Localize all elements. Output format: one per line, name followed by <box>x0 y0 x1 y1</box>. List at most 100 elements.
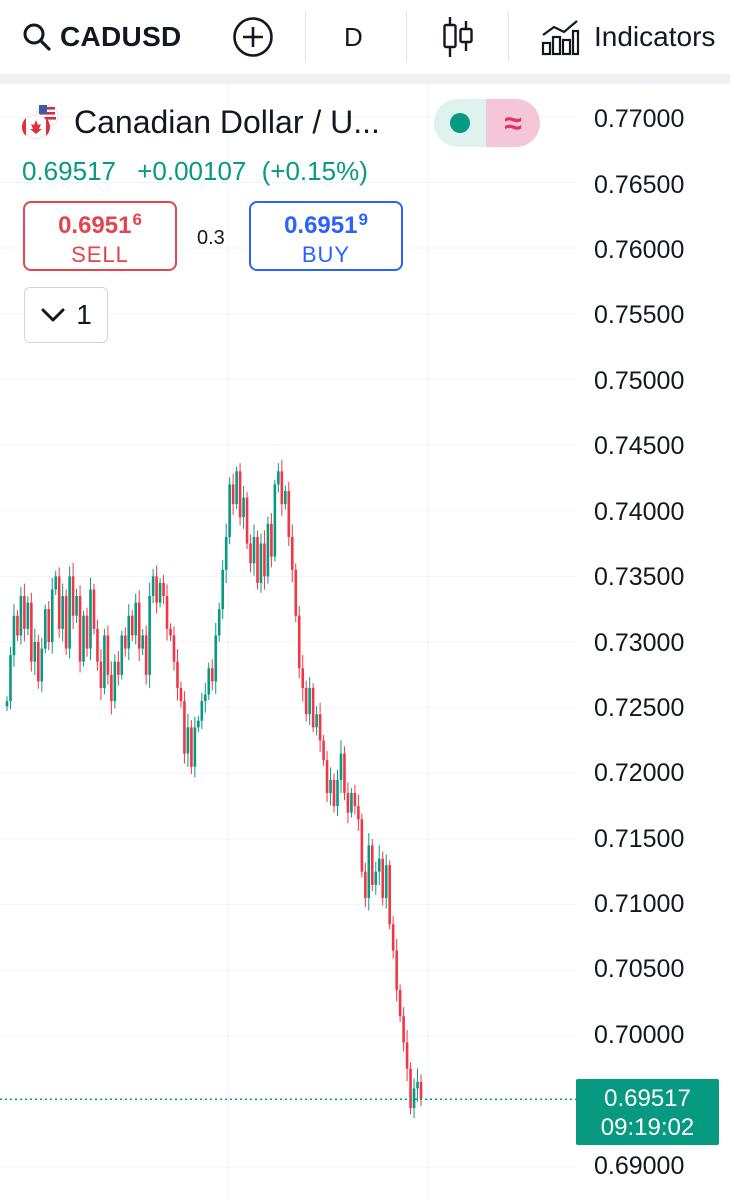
buy-price-pip: 9 <box>358 210 368 229</box>
compare-add-button[interactable] <box>232 0 274 74</box>
candle-down <box>99 661 103 688</box>
interval-button[interactable]: D <box>344 21 363 52</box>
candle-up <box>416 1081 419 1089</box>
legend-collapse-button[interactable]: 1 <box>24 287 108 343</box>
price-scale-label: 0.72500 <box>594 694 685 722</box>
candle-up <box>259 543 263 583</box>
price-scale-label: 0.73500 <box>594 563 685 591</box>
candle-down <box>245 497 249 544</box>
candle-down <box>270 523 273 557</box>
candle-up <box>207 668 211 695</box>
candle-up <box>148 596 151 675</box>
candle-down <box>398 989 402 1017</box>
candle-down <box>165 596 169 629</box>
candle-down <box>357 806 360 820</box>
price-change-percent: (+0.15%) <box>261 156 368 186</box>
candle-up <box>134 602 138 636</box>
candle-down <box>391 924 395 951</box>
candle-up <box>315 714 318 728</box>
candle-down <box>123 635 127 649</box>
candle-down <box>96 628 99 662</box>
candle-down <box>405 1042 409 1069</box>
sell-price-pip: 6 <box>132 210 142 229</box>
candle-down <box>249 543 252 564</box>
candle-up <box>200 701 204 721</box>
candle-down <box>130 615 134 636</box>
buy-price: 0.69519 <box>251 210 401 240</box>
symbol-label: CADUSD <box>60 21 182 52</box>
price-scale-label: 0.77000 <box>594 105 685 133</box>
candle-down <box>238 471 242 518</box>
indicators-label: Indicators <box>594 21 716 52</box>
grid-lines <box>0 84 576 1200</box>
candle-up <box>127 615 131 649</box>
price-scale-label: 0.76500 <box>594 171 685 199</box>
candle-down <box>304 687 308 715</box>
toolbar-divider <box>406 12 407 62</box>
candle-up <box>113 661 117 702</box>
candle-down <box>402 1016 405 1043</box>
price-scale-label: 0.75500 <box>594 301 685 329</box>
search-icon <box>23 23 51 51</box>
candle-down <box>311 687 315 728</box>
candle-up <box>252 536 256 564</box>
candle-up <box>367 845 371 899</box>
plus-circle-icon <box>233 17 273 57</box>
candle-down <box>172 635 176 662</box>
candle-up <box>377 858 381 872</box>
price-series <box>5 459 423 1118</box>
candle-up <box>308 687 311 715</box>
candle-down <box>263 543 266 577</box>
collapsed-indicator-count: 1 <box>76 299 92 330</box>
candles-icon <box>443 17 473 57</box>
candle-down <box>395 950 398 990</box>
candle-up <box>235 471 238 505</box>
chart-type-button[interactable] <box>440 0 476 74</box>
price-scale-label: 0.70000 <box>594 1021 685 1049</box>
price-scale-label: 0.74500 <box>594 432 685 460</box>
symbol-title: Canadian Dollar / U... <box>74 103 380 140</box>
candle-down <box>137 602 141 649</box>
candle-down <box>409 1068 412 1109</box>
price-scale-label: 0.72000 <box>594 759 685 787</box>
candle-down <box>64 596 68 649</box>
candle-down <box>290 536 294 570</box>
candle-up <box>277 471 280 485</box>
market-open-indicator <box>434 99 486 147</box>
candle-down <box>71 576 75 616</box>
chart-pane[interactable] <box>0 84 730 1200</box>
candle-up <box>151 576 155 597</box>
candle-down <box>176 661 179 688</box>
price-scale-label: 0.73000 <box>594 629 685 657</box>
candle-down <box>155 576 158 603</box>
buy-button[interactable]: 0.69519 BUY <box>249 201 403 271</box>
price-scale-label: 0.71000 <box>594 890 685 918</box>
candle-up <box>75 596 78 616</box>
candle-down <box>280 471 284 505</box>
symbol-legend[interactable]: Canadian Dollar / U... <box>22 102 380 142</box>
candle-down <box>47 609 51 642</box>
candle-down <box>179 687 183 702</box>
buy-price-main: 0.6951 <box>284 212 358 239</box>
price-chart[interactable] <box>0 84 730 1200</box>
candle-up <box>221 569 224 610</box>
indicators-icon <box>541 20 580 56</box>
wave-icon: ≈ <box>504 104 522 141</box>
candle-up <box>54 576 58 590</box>
sell-button[interactable]: 0.69516 SELL <box>23 201 177 271</box>
candle-up <box>40 648 44 682</box>
chevron-down-icon <box>41 308 65 322</box>
candle-down <box>360 819 364 872</box>
status-dot-icon <box>450 113 470 133</box>
current-price-label: 0.69517 <box>604 1085 691 1112</box>
candle-down <box>92 589 96 629</box>
candle-up <box>197 720 200 728</box>
indicators-button[interactable]: Indicators <box>540 0 715 74</box>
candle-up <box>26 602 30 629</box>
candle-down <box>388 865 391 925</box>
candle-up <box>5 701 9 707</box>
last-price: 0.69517 <box>22 156 116 186</box>
current-price-tag: 0.69517 09:19:02 <box>576 1079 719 1145</box>
symbol-search-button[interactable]: CADUSD <box>22 0 182 74</box>
market-status-pill[interactable]: ≈ <box>434 99 540 147</box>
